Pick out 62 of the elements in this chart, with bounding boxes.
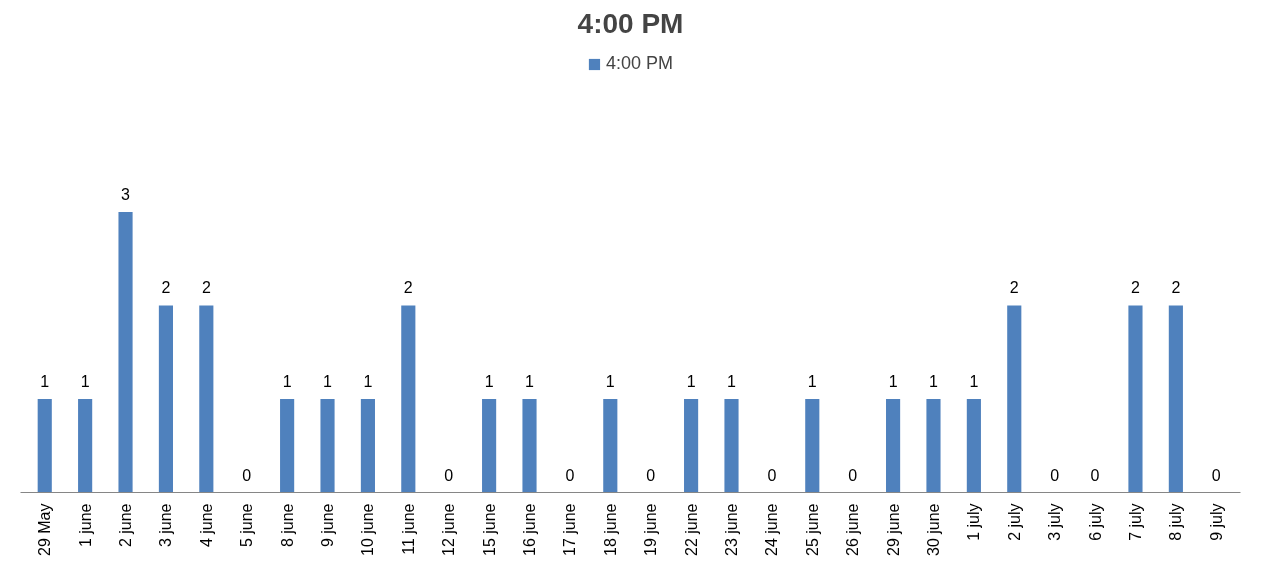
x-tick-label: 8 june <box>278 503 296 548</box>
data-label: 1 <box>929 372 939 390</box>
data-label: 1 <box>727 372 737 390</box>
x-tick-label: 18 june <box>601 503 619 556</box>
data-label: 1 <box>686 372 696 390</box>
x-tick-label: 16 june <box>521 503 539 556</box>
data-label: 1 <box>80 372 90 390</box>
x-tick-label: 25 june <box>803 503 821 556</box>
data-label: 1 <box>484 372 494 390</box>
x-tick-label: 4 june <box>197 503 215 548</box>
data-label: 2 <box>161 279 171 297</box>
data-label: 1 <box>525 372 535 390</box>
data-label: 1 <box>969 372 979 390</box>
x-tick-label: 12 june <box>440 503 458 556</box>
x-tick-label: 19 june <box>642 503 660 556</box>
x-tick-label: 24 june <box>763 503 781 556</box>
data-label: 0 <box>565 466 575 484</box>
x-tick-label: 3 june <box>157 503 175 548</box>
x-tick-label: 2 june <box>117 503 135 548</box>
legend-label: 4:00 PM <box>605 53 674 74</box>
x-tick-label: 2 july <box>1005 503 1023 541</box>
x-tick-label: 9 july <box>1207 503 1225 541</box>
x-tick-label: 9 june <box>319 503 337 548</box>
data-label: 0 <box>767 466 777 484</box>
x-tick-label: 17 june <box>561 503 579 556</box>
data-label: 1 <box>807 372 817 390</box>
x-tick-label: 29 May <box>36 503 54 556</box>
data-label: 0 <box>1050 466 1060 484</box>
x-tick-label: 26 june <box>844 503 862 556</box>
data-label: 2 <box>403 279 413 297</box>
data-label: 1 <box>282 372 292 390</box>
data-label: 0 <box>1211 466 1221 484</box>
data-label: 0 <box>848 466 858 484</box>
data-label: 0 <box>1090 466 1100 484</box>
data-label: 2 <box>201 279 211 297</box>
chart-title: 4:00 PM <box>577 7 684 39</box>
x-tick-label: 10 june <box>359 503 377 556</box>
x-tick-label: 30 june <box>924 503 942 556</box>
x-tick-label: 23 june <box>722 503 740 556</box>
data-label: 1 <box>40 372 50 390</box>
data-label: 0 <box>646 466 656 484</box>
data-label: 1 <box>323 372 333 390</box>
x-tick-label: 29 june <box>884 503 902 556</box>
x-tick-label: 6 july <box>1086 503 1104 541</box>
x-tick-label: 3 july <box>1046 503 1064 541</box>
x-tick-label: 1 july <box>965 503 983 541</box>
x-tick-label: 11 june <box>399 503 417 555</box>
data-label: 2 <box>1131 279 1141 297</box>
data-label: 2 <box>1009 279 1019 297</box>
x-tick-label: 5 june <box>238 503 256 548</box>
data-label: 0 <box>444 466 454 484</box>
x-tick-label: 8 july <box>1167 503 1185 541</box>
x-tick-label: 15 june <box>480 503 498 556</box>
x-tick-label: 22 june <box>682 503 700 556</box>
data-label: 1 <box>888 372 898 390</box>
x-tick-label: 1 june <box>76 503 94 548</box>
x-tick-label: 7 july <box>1126 503 1144 541</box>
data-label: 3 <box>121 185 131 203</box>
data-label: 1 <box>363 372 373 390</box>
data-label: 0 <box>242 466 252 484</box>
data-label: 2 <box>1171 279 1181 297</box>
data-label: 1 <box>605 372 615 390</box>
